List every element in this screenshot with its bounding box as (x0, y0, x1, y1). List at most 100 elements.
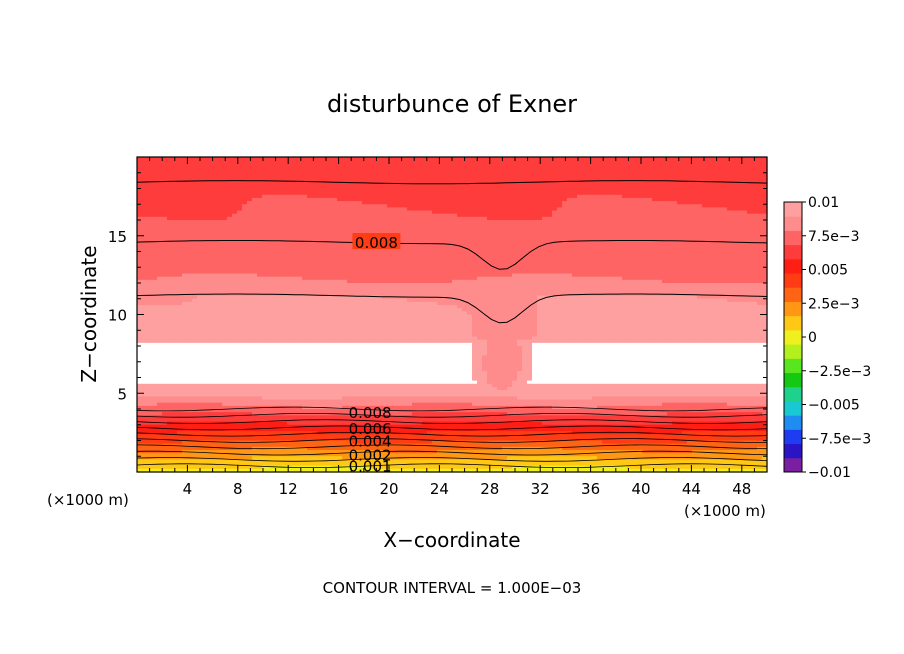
field-cell (217, 207, 223, 212)
field-cell (152, 188, 158, 193)
field-cell (672, 166, 678, 171)
field-cell (627, 163, 633, 168)
field-cell (517, 172, 523, 177)
field-cell (247, 188, 253, 193)
field-cell (507, 207, 513, 212)
field-cell (197, 194, 203, 199)
field-cell (732, 175, 738, 180)
field-cell (362, 197, 368, 202)
field-cell (612, 191, 618, 196)
field-cell (402, 191, 408, 196)
field-cell (657, 185, 663, 190)
field-cell (327, 179, 333, 183)
field-cell (397, 157, 403, 161)
field-cell (177, 163, 183, 168)
field-cell (597, 188, 603, 193)
field-cell (172, 169, 178, 174)
field-cell (752, 204, 758, 208)
field-cell (267, 169, 273, 174)
field-cell (647, 182, 653, 186)
field-cell (367, 185, 373, 190)
field-cell (702, 166, 708, 171)
field-cell (692, 191, 698, 196)
field-cell (532, 194, 538, 199)
field-cell (742, 185, 748, 190)
field-cell (567, 182, 573, 186)
field-cell (137, 182, 143, 186)
field-cell (262, 210, 268, 215)
field-cell (322, 204, 328, 208)
field-cell (227, 166, 233, 171)
field-cell (752, 191, 758, 196)
field-cell (372, 207, 378, 212)
field-cell (317, 157, 323, 161)
field-cell (652, 188, 658, 193)
field-cell (297, 191, 303, 196)
field-cell (502, 166, 508, 171)
field-cell (382, 169, 388, 174)
field-cell (422, 191, 428, 196)
field-cell (672, 188, 678, 193)
field-cell (642, 163, 648, 168)
field-cell (552, 197, 558, 202)
field-cell (342, 188, 348, 193)
field-cell (592, 160, 598, 164)
field-cell (637, 204, 643, 208)
field-cell (592, 204, 598, 208)
field-cell (577, 204, 583, 208)
field-cell (557, 201, 563, 205)
field-cell (472, 179, 478, 183)
field-cell (267, 182, 273, 186)
field-cell (177, 157, 183, 161)
field-cell (352, 201, 358, 205)
field-cell (582, 201, 588, 205)
field-cell (237, 194, 243, 199)
field-cell (522, 157, 528, 161)
field-cell (752, 175, 758, 180)
field-cell (417, 172, 423, 177)
field-cell (407, 179, 413, 183)
field-cell (512, 182, 518, 186)
field-cell (747, 197, 753, 202)
field-cell (307, 166, 313, 171)
field-cell (377, 166, 383, 171)
field-cell (352, 210, 358, 215)
field-cell (747, 172, 753, 177)
field-cell (307, 160, 313, 164)
field-cell (217, 185, 223, 190)
field-cell (392, 166, 398, 171)
field-cell (642, 188, 648, 193)
field-cell (547, 182, 553, 186)
field-cell (622, 172, 628, 177)
field-cell (362, 191, 368, 196)
field-cell (517, 207, 523, 212)
field-cell (322, 188, 328, 193)
field-cell (497, 188, 503, 193)
field-cell (537, 207, 543, 212)
field-cell (432, 207, 438, 212)
field-cell (622, 185, 628, 190)
field-cell (672, 172, 678, 177)
field-cell (517, 175, 523, 180)
field-cell (152, 207, 158, 212)
field-cell (152, 197, 158, 202)
field-cell (437, 201, 443, 205)
field-cell (587, 160, 593, 164)
field-cell (707, 169, 713, 174)
field-cell (282, 172, 288, 177)
field-cell (457, 210, 463, 215)
field-cell (142, 166, 148, 171)
field-cell (282, 185, 288, 190)
field-cell (392, 163, 398, 168)
field-cell (157, 166, 163, 171)
field-cell (372, 160, 378, 164)
field-cell (282, 182, 288, 186)
field-cell (557, 172, 563, 177)
field-cell (147, 207, 153, 212)
field-cell (232, 166, 238, 171)
field-cell (567, 207, 573, 212)
field-cell (287, 201, 293, 205)
field-cell (482, 185, 488, 190)
field-cell (617, 204, 623, 208)
field-cell (672, 157, 678, 161)
